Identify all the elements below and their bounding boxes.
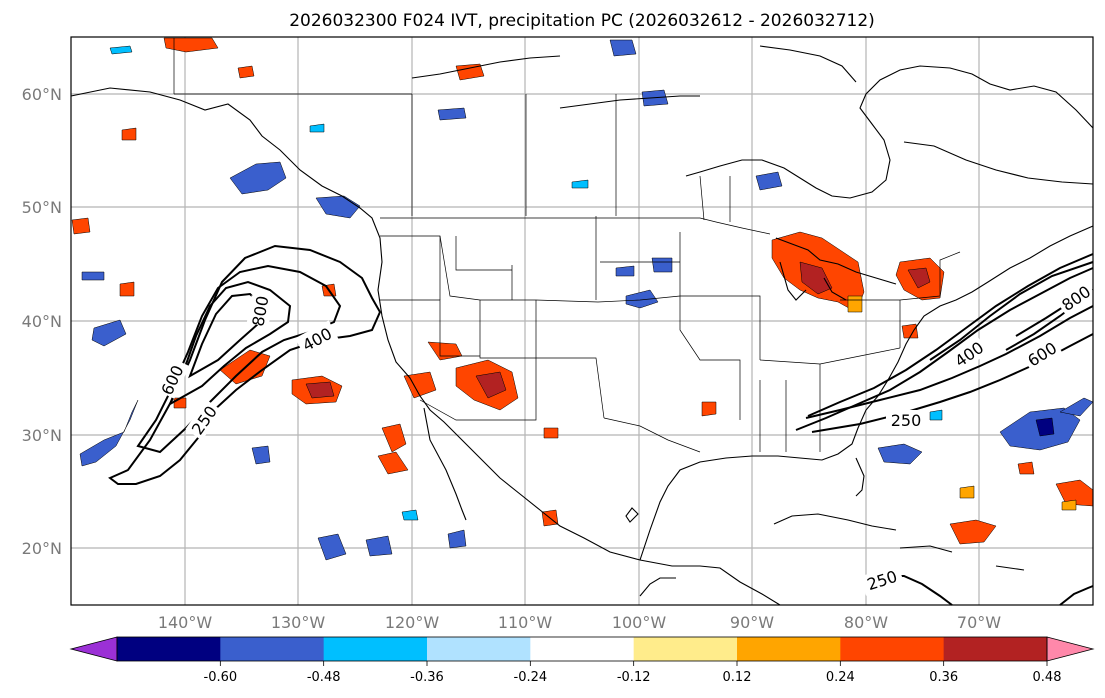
longitude-labels: 140°W 130°W 120°W 110°W 100°W 90°W 80°W … [158, 613, 1001, 632]
colorbar-segment [220, 637, 325, 661]
colorbar-segment [117, 637, 221, 661]
colorbar-tick-label: 0.48 [1033, 670, 1062, 685]
colorbar-tick-label: 0.24 [826, 670, 855, 685]
ivt-400-pacific [136, 264, 342, 454]
colorbar-segment [943, 637, 1048, 661]
colorbar-segment [840, 637, 945, 661]
colorbar-tick-label: -0.36 [410, 670, 444, 685]
colorbar-segment [427, 637, 531, 661]
lon-label-90w: 90°W [730, 613, 774, 632]
political-boundaries [173, 38, 961, 453]
lat-label-20: 20°N [22, 539, 62, 558]
map-frame [70, 36, 1094, 606]
colorbar-outline [116, 636, 1048, 662]
colorbar: -0.60 -0.48 -0.36 -0.24 -0.12 0.12 0.24 0.36 0.4… [69, 636, 1095, 685]
lat-label-50: 50°N [22, 198, 62, 217]
colorbar-segment [323, 637, 428, 661]
contour-label-250-atlantic: 250 [891, 411, 922, 430]
latitude-labels: 20°N 30°N 40°N 50°N 60°N [22, 85, 62, 558]
lon-label-130w: 130°W [271, 613, 326, 632]
colorbar-ticks: -0.60 -0.48 -0.36 -0.24 -0.12 0.12 0.24 0.36 0.4… [204, 661, 1062, 685]
colorbar-segment [530, 637, 635, 661]
colorbar-tick-label: -0.60 [204, 670, 238, 685]
colorbar-extend-low [69, 636, 118, 662]
colorbar-segment [737, 637, 841, 661]
colorbar-segment [633, 637, 738, 661]
colorbar-tick-label: 0.36 [929, 670, 958, 685]
lon-label-70w: 70°W [957, 613, 1001, 632]
colorbar-tick-label: 0.12 [723, 670, 752, 685]
lat-label-30: 30°N [22, 426, 62, 445]
lon-label-100w: 100°W [612, 613, 667, 632]
colorbar-tick-label: -0.12 [617, 670, 651, 685]
lat-label-60: 60°N [22, 85, 62, 104]
figure-title: 2026032300 F024 IVT, precipitation PC (2… [289, 11, 875, 31]
colorbar-tick-label: -0.24 [514, 670, 548, 685]
lon-label-80w: 80°W [844, 613, 888, 632]
lon-label-140w: 140°W [158, 613, 213, 632]
lat-label-40: 40°N [22, 312, 62, 331]
pacific-nw-dry [229, 161, 287, 195]
precip-positive-areas [71, 37, 1094, 545]
colorbar-tick-label: -0.48 [307, 670, 341, 685]
colorbar-segments [117, 637, 1048, 661]
lon-label-110w: 110°W [498, 613, 553, 632]
ivt-600-pacific [167, 280, 292, 407]
lon-label-120w: 120°W [385, 613, 440, 632]
colorbar-extend-high [1046, 636, 1095, 662]
ivt-250-pacific [108, 244, 382, 485]
